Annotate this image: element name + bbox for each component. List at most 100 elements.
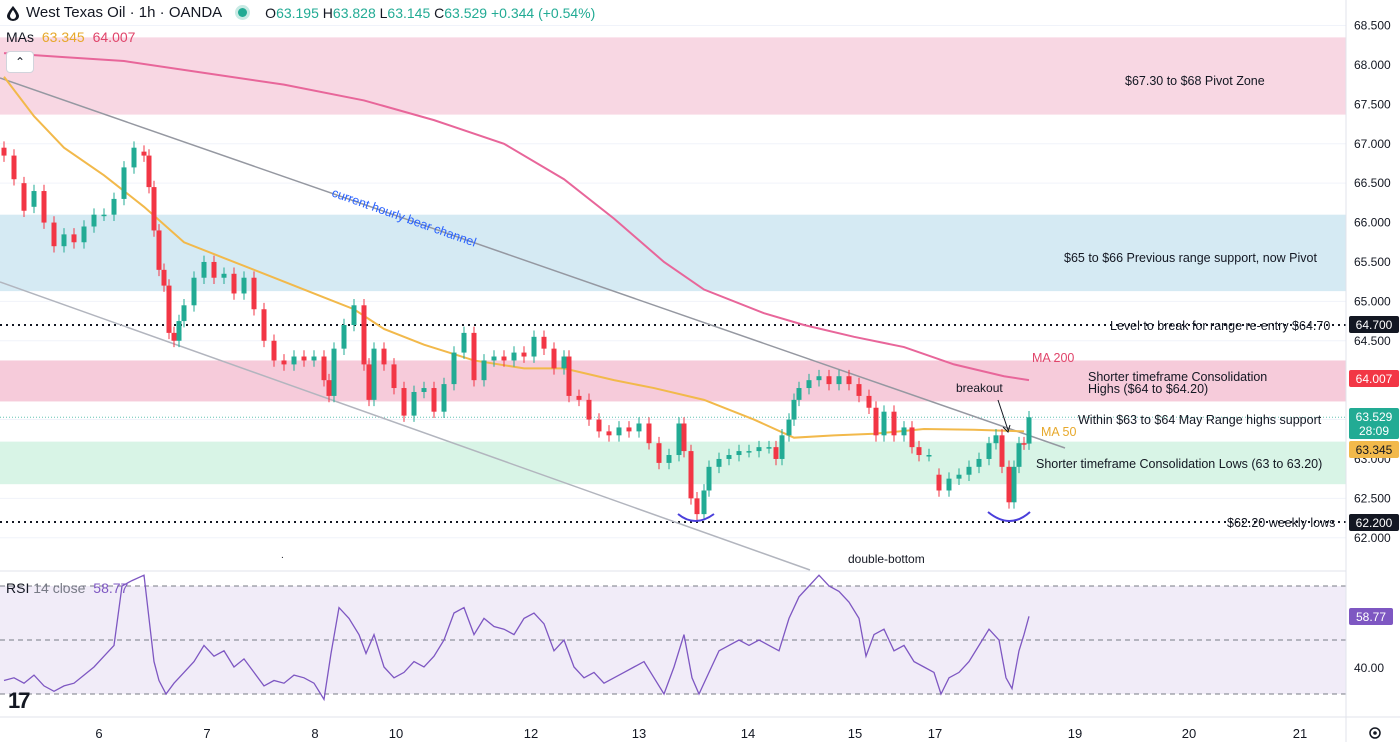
price-tick-label: 65.000 bbox=[1354, 294, 1391, 308]
candle-body bbox=[141, 151, 147, 156]
consolidation-lows-rect bbox=[0, 441, 1346, 485]
time-tick-label: 14 bbox=[741, 726, 755, 741]
candle-body bbox=[806, 380, 812, 389]
time-tick-label: 8 bbox=[311, 726, 318, 741]
candle-body bbox=[291, 356, 297, 365]
candle-body bbox=[586, 399, 592, 420]
candle-body bbox=[101, 214, 107, 217]
candle-body bbox=[176, 321, 182, 341]
ohlc-readout: O63.195 H63.828 L63.145 C63.529 +0.344 (… bbox=[265, 5, 595, 21]
ma50-value: 63.345 bbox=[41, 29, 85, 45]
candle-body bbox=[361, 305, 367, 365]
price-tick-label: 66.000 bbox=[1354, 216, 1391, 230]
candle-body bbox=[341, 325, 347, 349]
consol-highs-label-2: Highs ($64 to $64.20) bbox=[1088, 382, 1208, 396]
candle-body bbox=[131, 147, 137, 168]
price-tick-label: 62.500 bbox=[1354, 491, 1391, 505]
candle-body bbox=[181, 305, 187, 322]
channel-upper-line[interactable] bbox=[0, 77, 1066, 449]
gear-icon[interactable] bbox=[1369, 727, 1381, 739]
close-label: C bbox=[434, 4, 445, 21]
price-tick-label: 65.500 bbox=[1354, 255, 1391, 269]
candle-body bbox=[191, 277, 197, 306]
candle-body bbox=[656, 443, 662, 463]
candle-body bbox=[786, 419, 792, 436]
candle-body bbox=[766, 447, 772, 449]
badge-ma50-bg bbox=[1349, 441, 1399, 458]
time-tick-label: 13 bbox=[632, 726, 646, 741]
candle-body bbox=[916, 447, 922, 456]
badge-last: 63.529 bbox=[1356, 410, 1393, 424]
rsi-value: 58.77 bbox=[93, 580, 129, 596]
price-badges: 64.700 64.007 63.529 28:09 63.345 62.200… bbox=[1349, 316, 1399, 675]
mas-legend[interactable]: MAs 63.345 64.007 bbox=[6, 29, 135, 45]
bear-channel[interactable] bbox=[0, 77, 1066, 571]
zones-layer bbox=[0, 37, 1346, 485]
badge-62-20: 62.200 bbox=[1356, 516, 1393, 530]
time-tick-label: 15 bbox=[848, 726, 862, 741]
badge-countdown: 28:09 bbox=[1359, 424, 1389, 438]
market-status-icon bbox=[238, 8, 248, 17]
candle-body bbox=[736, 451, 742, 456]
candle-body bbox=[779, 435, 785, 459]
tradingview-logo-icon[interactable]: 17 bbox=[8, 688, 31, 713]
rsi-legend[interactable]: RSI 14 close 58.77 bbox=[6, 580, 128, 596]
candle-body bbox=[331, 348, 337, 396]
badge-ma50: 63.345 bbox=[1356, 443, 1393, 457]
candle-body bbox=[1026, 417, 1032, 444]
candle-body bbox=[451, 352, 457, 385]
candle-body bbox=[151, 187, 157, 231]
candle-body bbox=[926, 455, 932, 457]
time-tick-label: 12 bbox=[524, 726, 538, 741]
symbol-title[interactable]: West Texas Oil · 1h · OANDA bbox=[26, 4, 223, 21]
rsi-label: RSI bbox=[6, 580, 30, 596]
candle-body bbox=[1021, 443, 1027, 445]
candle-body bbox=[51, 222, 57, 247]
candle-body bbox=[281, 360, 287, 365]
price-tick-label: 62.000 bbox=[1354, 531, 1391, 545]
candle-body bbox=[956, 474, 962, 479]
double-bottom-arc-left bbox=[677, 513, 715, 522]
candle-body bbox=[541, 336, 547, 349]
candle-body bbox=[576, 395, 582, 400]
candle-body bbox=[381, 348, 387, 365]
candle-body bbox=[221, 273, 227, 278]
candle-body bbox=[491, 356, 497, 361]
candle-body bbox=[694, 498, 700, 515]
candle-body bbox=[441, 384, 447, 412]
candle-body bbox=[616, 427, 622, 436]
consol-lows-label: Shorter timeframe Consolidation Lows (63… bbox=[1036, 457, 1322, 471]
rsi-badge-bg bbox=[1349, 608, 1393, 625]
time-axis[interactable]: 6 7 8 10 12 13 14 15 17 19 20 21 bbox=[95, 726, 1307, 741]
time-tick-label: 10 bbox=[389, 726, 403, 741]
candle-body bbox=[901, 427, 907, 436]
high-value: 63.828 bbox=[332, 4, 376, 21]
candle-body bbox=[716, 458, 722, 467]
candle-body bbox=[636, 423, 642, 432]
price-axis[interactable]: 62.00062.50063.00063.50064.00064.50065.0… bbox=[1354, 19, 1391, 545]
candle-body bbox=[501, 356, 507, 361]
candle-body bbox=[836, 376, 842, 385]
candle-body bbox=[251, 277, 257, 310]
rsi-axis-label: 40.00 bbox=[1354, 661, 1384, 675]
candle-body bbox=[796, 388, 802, 400]
double-bottom-arc-right bbox=[987, 511, 1031, 522]
candle-body bbox=[301, 356, 307, 361]
time-tick-label: 20 bbox=[1182, 726, 1196, 741]
candle-body bbox=[156, 230, 162, 270]
candle-body bbox=[791, 399, 797, 420]
candle-body bbox=[61, 234, 67, 247]
channel-lower-line[interactable] bbox=[0, 281, 811, 571]
candle-body bbox=[666, 455, 672, 463]
rsi-badge: 58.77 bbox=[1356, 610, 1386, 624]
candle-body bbox=[1006, 466, 1012, 503]
price-tick-label: 68.000 bbox=[1354, 58, 1391, 72]
candle-body bbox=[231, 273, 237, 294]
candle-body bbox=[551, 348, 557, 369]
badge-62-20-bg bbox=[1349, 514, 1399, 531]
candle-body bbox=[11, 155, 17, 180]
prev-range-label: $65 to $66 Previous range support, now P… bbox=[1064, 251, 1317, 265]
chevron-up-icon[interactable]: ⌃ bbox=[6, 51, 34, 73]
badge-last-bg bbox=[1349, 408, 1399, 439]
